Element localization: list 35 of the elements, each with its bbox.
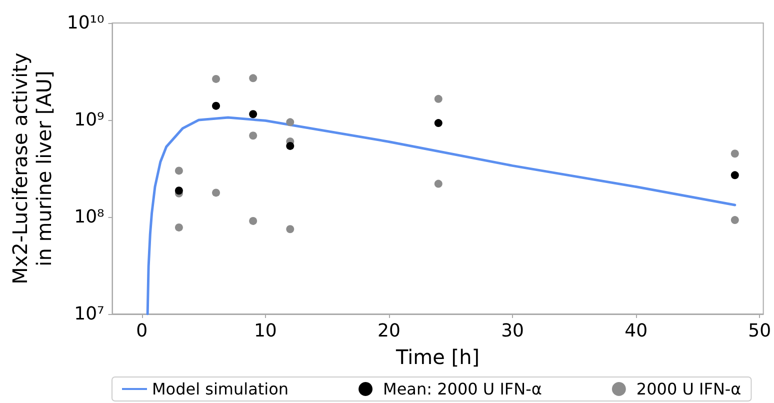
x-tick-label: 0 xyxy=(136,320,148,342)
point xyxy=(730,171,739,180)
x-tick-label: 30 xyxy=(501,320,524,342)
point xyxy=(212,102,220,110)
y-axis-title: Mx2-Luciferase activity in murine liver [AU] xyxy=(8,52,56,284)
point xyxy=(286,142,294,150)
y-tick-label: 10⁹ xyxy=(74,110,104,130)
line-series xyxy=(146,116,736,316)
x-axis-title: Time [h] xyxy=(394,344,480,369)
point xyxy=(730,216,739,224)
point xyxy=(174,223,183,232)
y-tick-label: 10⁷ xyxy=(74,304,104,324)
point xyxy=(249,132,258,140)
y-tick-label: 10¹⁰ xyxy=(66,12,104,34)
point xyxy=(249,216,258,225)
point xyxy=(212,74,220,83)
x-tick-label: 20 xyxy=(378,320,400,342)
point xyxy=(286,118,294,126)
point xyxy=(286,225,294,234)
point xyxy=(174,166,183,175)
point xyxy=(249,110,258,118)
legend-label: 2000 U IFN-α xyxy=(636,380,742,398)
point xyxy=(212,188,220,197)
point xyxy=(249,74,258,82)
point xyxy=(730,150,739,158)
x-tick-label: 10 xyxy=(254,320,277,342)
point xyxy=(434,94,442,103)
x-tick-label: 50 xyxy=(748,320,772,342)
point xyxy=(434,119,442,128)
point xyxy=(434,180,442,188)
legend-label: Mean: 2000 U IFN-α xyxy=(383,380,542,398)
x-tick-label: 40 xyxy=(624,320,648,342)
y-tick-label: 10⁸ xyxy=(74,206,104,228)
point xyxy=(174,186,183,195)
legend-label: Model simulation xyxy=(152,380,289,398)
